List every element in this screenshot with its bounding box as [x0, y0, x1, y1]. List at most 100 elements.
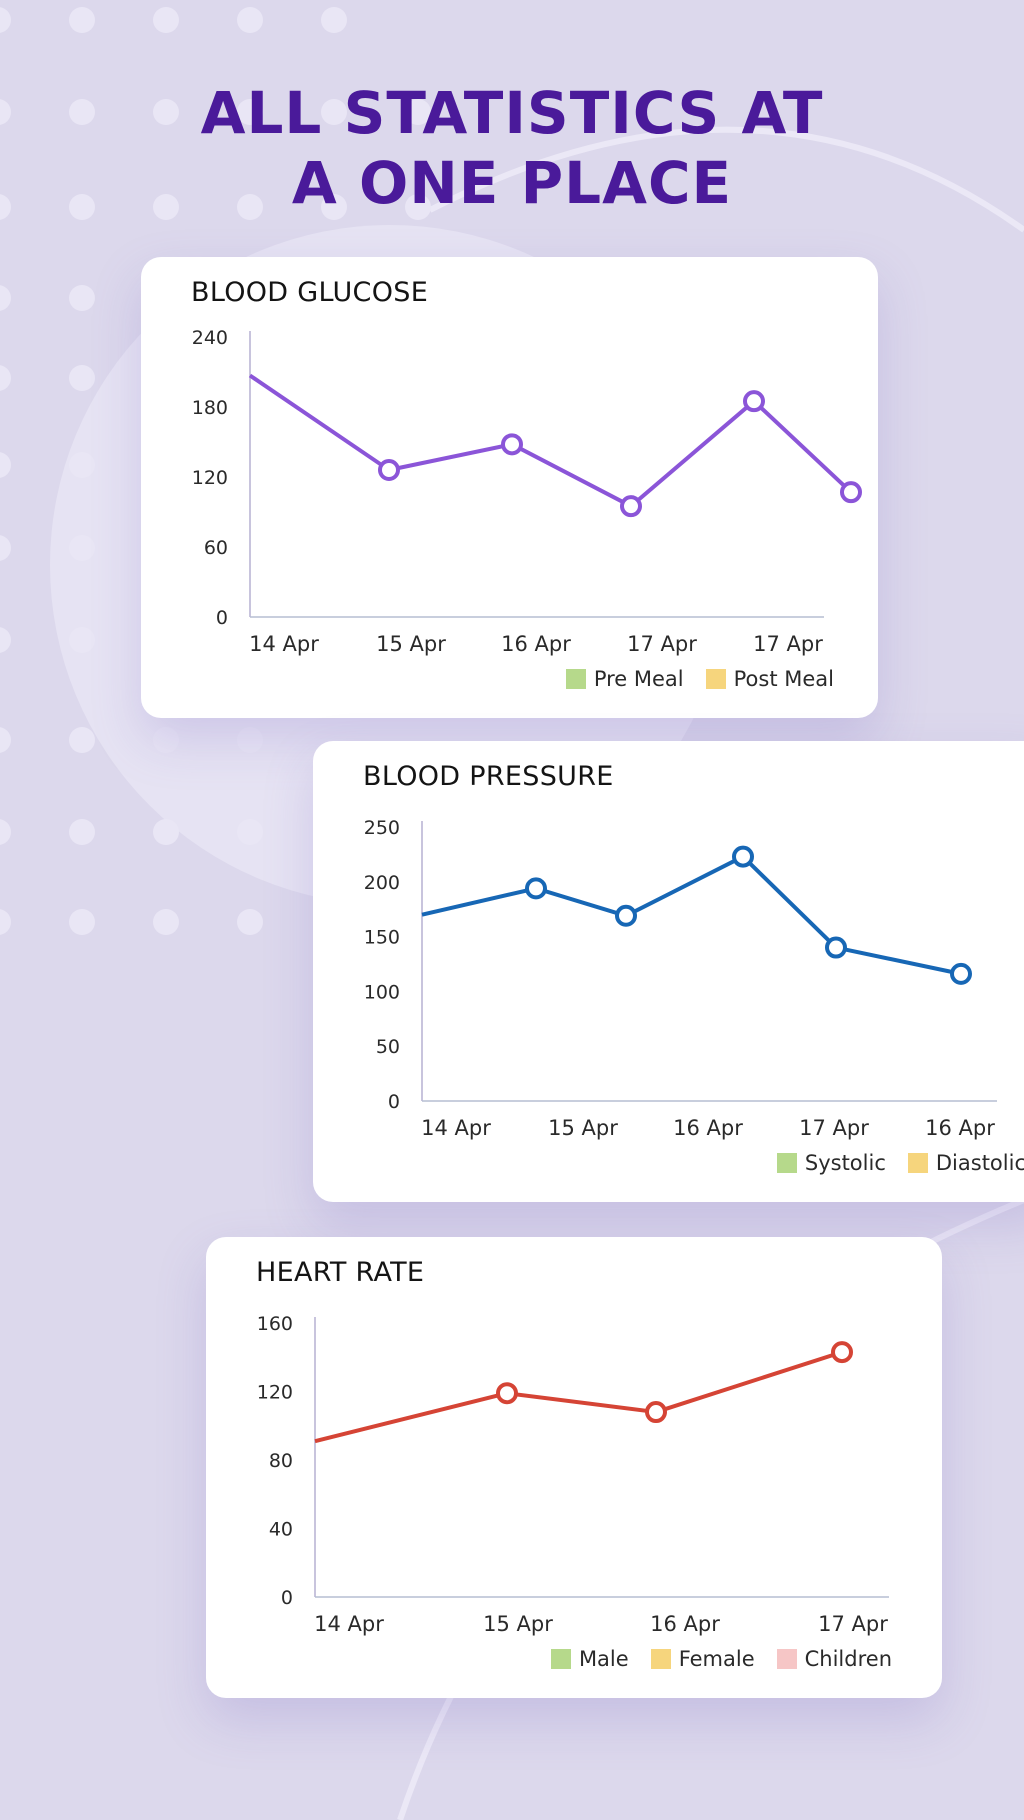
blood-pressure-y-tick-label: 100 [364, 981, 400, 1003]
bg-dot [153, 819, 179, 845]
bg-dot [237, 7, 263, 33]
blood-glucose-data-point [620, 495, 642, 518]
bg-dot [69, 909, 95, 935]
heart-rate-x-tick-label: 14 Apr [314, 1612, 384, 1636]
heart-rate-data-point [831, 1341, 853, 1364]
blood-pressure-data-point [950, 962, 972, 985]
heart-rate-series-line [314, 1350, 843, 1444]
blood-glucose-legend: Pre Meal Post Meal [565, 667, 834, 691]
bg-dot [0, 194, 11, 220]
bg-dot [69, 7, 95, 33]
bg-dot [321, 194, 347, 220]
bg-dot [321, 7, 347, 33]
blood-pressure-y-tick-label: 0 [388, 1091, 400, 1113]
bg-dot [153, 99, 179, 125]
bg-dot [69, 535, 95, 561]
blood-glucose-legend-item: Pre Meal [565, 667, 684, 691]
heart-rate-y-tick-label: 40 [269, 1519, 293, 1541]
blood-pressure-y-tick-label: 200 [364, 872, 400, 894]
heart-rate-x-tick-label: 17 Apr [818, 1612, 888, 1636]
legend-swatch [705, 669, 726, 689]
heart-rate-legend-item: Female [650, 1647, 755, 1671]
blood-pressure-data-point [732, 845, 754, 868]
bg-dot [69, 452, 95, 478]
bg-dot [0, 365, 11, 391]
blood-glucose-x-tick-label: 17 Apr [753, 632, 823, 656]
bg-dot [69, 627, 95, 653]
headline-line-1: ALL STATISTICS AT [200, 79, 824, 147]
heart-rate-data-point [496, 1382, 518, 1405]
legend-label: Pre Meal [593, 667, 684, 691]
bg-dot [0, 909, 11, 935]
bg-dot [0, 285, 11, 311]
bg-dot [153, 194, 179, 220]
bg-dot [321, 99, 347, 125]
bg-dot [69, 819, 95, 845]
legend-label: Male [578, 1647, 629, 1671]
blood-pressure-y-tick-label: 50 [376, 1036, 400, 1058]
bg-dot [0, 99, 11, 125]
bg-dot [153, 727, 179, 753]
bg-dot [237, 819, 263, 845]
blood-pressure-legend: Systolic Diastolic [776, 1151, 1024, 1175]
blood-glucose-y-tick-label: 60 [204, 537, 228, 559]
bg-dot [237, 194, 263, 220]
blood-glucose-title: BLOOD GLUCOSE [191, 277, 429, 308]
heart-rate-card: HEART RATE 0 40 80 120 160 14 Apr 15 Apr 16 Apr… [206, 1237, 942, 1698]
blood-glucose-y-tick-label: 180 [192, 397, 228, 419]
blood-pressure-legend-item: Systolic [776, 1151, 886, 1175]
legend-label: Systolic [804, 1151, 886, 1175]
bg-dot [69, 727, 95, 753]
legend-swatch [776, 1153, 797, 1173]
blood-glucose-x-tick-label: 14 Apr [249, 632, 319, 656]
legend-swatch [565, 669, 586, 689]
blood-glucose-x-tick-label: 16 Apr [501, 632, 571, 656]
blood-pressure-y-tick-label: 250 [364, 817, 400, 839]
blood-glucose-x-tick-label: 17 Apr [627, 632, 697, 656]
legend-label: Diastolic [935, 1151, 1024, 1175]
blood-pressure-series-line [421, 854, 962, 976]
heart-rate-y-tick-label: 80 [269, 1450, 293, 1472]
heart-rate-x-tick-label: 16 Apr [650, 1612, 720, 1636]
blood-glucose-legend-item: Post Meal [705, 667, 834, 691]
heart-rate-x-tick-label: 15 Apr [483, 1612, 553, 1636]
heart-rate-y-tick-label: 0 [281, 1587, 293, 1609]
blood-glucose-chart: 0 60 120 180 240 14 Apr 15 Apr 16 Apr 17 Apr 17 A… [192, 327, 862, 656]
headline-line-2: A ONE PLACE [291, 149, 733, 217]
headline: ALL STATISTICS AT A ONE PLACE [0, 78, 1024, 218]
blood-glucose-y-tick-label: 0 [216, 607, 228, 629]
bg-dot [405, 99, 431, 125]
bg-dot [237, 909, 263, 935]
bg-dot [0, 452, 11, 478]
blood-glucose-data-point [378, 459, 400, 481]
bg-dot [69, 365, 95, 391]
legend-label: Female [678, 1647, 755, 1671]
legend-swatch [650, 1649, 671, 1669]
blood-pressure-card: BLOOD PRESSURE 0 50 100 150 200 250 14 Apr 15 A… [313, 741, 1024, 1202]
bg-dot [153, 909, 179, 935]
blood-pressure-x-tick-label: 16 Apr [925, 1116, 995, 1140]
heart-rate-legend-item: Male [550, 1647, 629, 1671]
bg-dot [237, 727, 263, 753]
blood-pressure-y-tick-label: 150 [364, 927, 400, 949]
legend-label: Post Meal [733, 667, 834, 691]
blood-glucose-x-tick-label: 15 Apr [376, 632, 446, 656]
blood-pressure-data-point [615, 904, 637, 927]
blood-pressure-x-tick-label: 14 Apr [421, 1116, 491, 1140]
legend-swatch [550, 1649, 571, 1669]
heart-rate-data-point [645, 1401, 667, 1424]
bg-arc-top [428, 126, 1024, 233]
blood-pressure-data-point [825, 936, 847, 959]
blood-pressure-title: BLOOD PRESSURE [363, 761, 614, 792]
bg-dot [0, 627, 11, 653]
heart-rate-legend: Male Female Children [550, 1647, 892, 1671]
heart-rate-y-tick-label: 160 [257, 1313, 293, 1335]
blood-glucose-card: BLOOD GLUCOSE 0 60 120 180 240 14 Apr 15 Apr 16… [141, 257, 878, 718]
blood-glucose-series-line [248, 373, 853, 509]
heart-rate-legend-item: Children [776, 1647, 892, 1671]
blood-glucose-data-point [743, 390, 765, 413]
bg-dot [69, 194, 95, 220]
bg-dot [0, 7, 11, 33]
blood-glucose-y-tick-label: 120 [192, 467, 228, 489]
legend-swatch [907, 1153, 928, 1173]
